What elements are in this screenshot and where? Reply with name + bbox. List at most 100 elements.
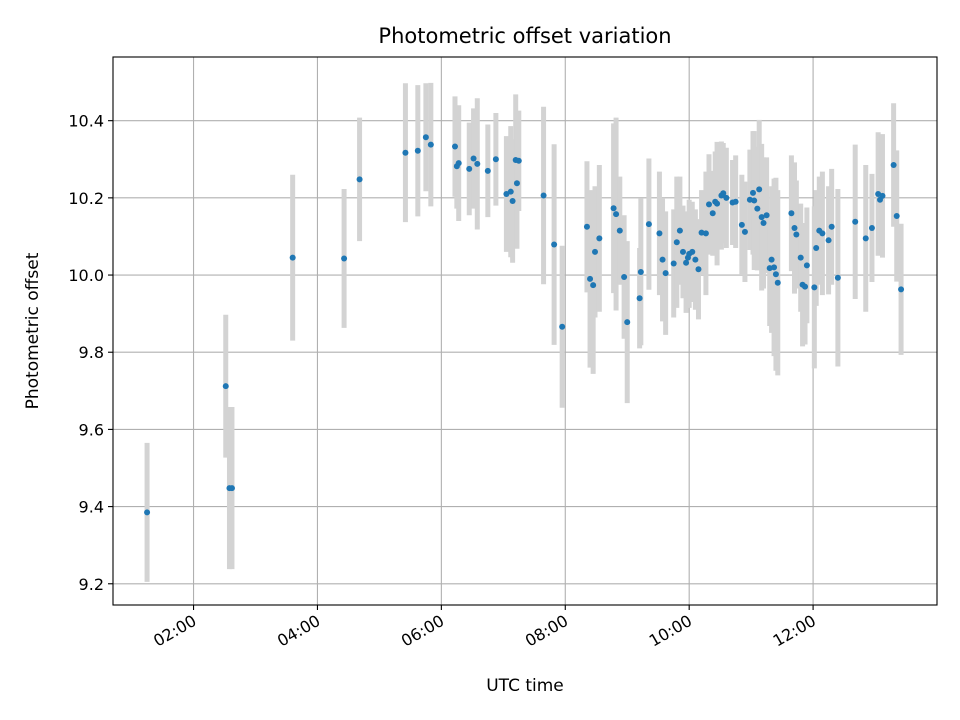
data-point [656,230,663,237]
data-point [834,274,841,281]
data-point [723,194,730,201]
data-point [771,264,778,271]
data-point [760,219,767,226]
data-point [868,224,875,231]
data-point [451,143,458,150]
data-point [793,231,800,238]
y-axis-label: Photometric offset [23,252,43,409]
data-point [659,256,666,263]
data-point [513,180,520,187]
data-point [484,167,491,174]
data-point [813,245,820,252]
data-point [515,157,522,164]
data-point [803,262,810,269]
data-point [772,271,779,278]
plot-frame [112,56,938,606]
y-tick-label: 9.2 [79,575,104,594]
data-point [551,241,558,248]
data-point [741,228,748,235]
data-point [228,485,235,492]
data-point [763,212,770,219]
data-point [768,256,775,263]
data-point [670,260,677,267]
y-tick-label: 9.8 [79,343,104,362]
data-point [144,509,151,516]
data-point [788,210,795,217]
data-point [509,197,516,204]
data-point [802,283,809,290]
data-point [720,190,727,197]
data-point [662,270,669,277]
data-point [825,237,832,244]
data-point [709,210,716,217]
data-point [624,319,631,326]
data-point [616,227,623,234]
data-point [466,165,473,172]
y-tick-label: 10.4 [68,112,104,131]
data-point [702,230,709,237]
data-point [540,192,547,199]
data-point [587,275,594,282]
data-point [819,230,826,237]
data-point [791,224,798,231]
data-point [751,197,758,204]
data-point [756,186,763,193]
data-point [676,227,683,234]
data-point [559,323,566,330]
data-point [689,248,696,255]
data-point [636,295,643,302]
data-point [732,198,739,205]
data-point [692,256,699,263]
data-point [610,205,617,212]
data-point [470,155,477,162]
data-point [592,248,599,255]
data-point [645,221,652,228]
data-point [507,188,514,195]
data-point [402,149,409,156]
data-point [879,192,886,199]
data-point [828,223,835,230]
data-point [706,201,713,208]
data-point [852,218,859,225]
y-tick-label: 9.6 [79,420,104,439]
data-point [890,162,897,169]
y-tick-label: 10.2 [68,189,104,208]
data-point [673,239,680,246]
data-point [774,279,781,286]
data-point [492,156,499,163]
data-point [222,383,229,390]
data-point [596,235,603,242]
data-point [474,160,481,167]
data-point [738,221,745,228]
data-point [621,273,628,280]
data-point [289,254,296,261]
data-point [356,176,363,183]
data-point [637,268,644,275]
data-point [893,212,900,219]
y-tick-label: 9.4 [79,498,104,517]
data-point [862,235,869,242]
data-point [583,223,590,230]
data-point [797,254,804,261]
data-point [590,282,597,289]
data-point [714,200,721,207]
data-point [422,134,429,141]
data-point [695,266,702,273]
data-point [754,205,761,212]
data-point [811,284,818,291]
data-point [749,189,756,196]
data-point [679,248,686,255]
x-axis-label: UTC time [486,676,564,696]
data-point [683,259,690,266]
chart-title: Photometric offset variation [378,24,671,48]
data-point [613,211,620,218]
point-layer [144,134,905,516]
data-point [427,141,434,148]
data-point [414,147,421,154]
data-point [455,160,462,167]
data-point [758,214,765,221]
data-point [341,255,348,262]
y-tick-label: 10.0 [68,266,104,285]
